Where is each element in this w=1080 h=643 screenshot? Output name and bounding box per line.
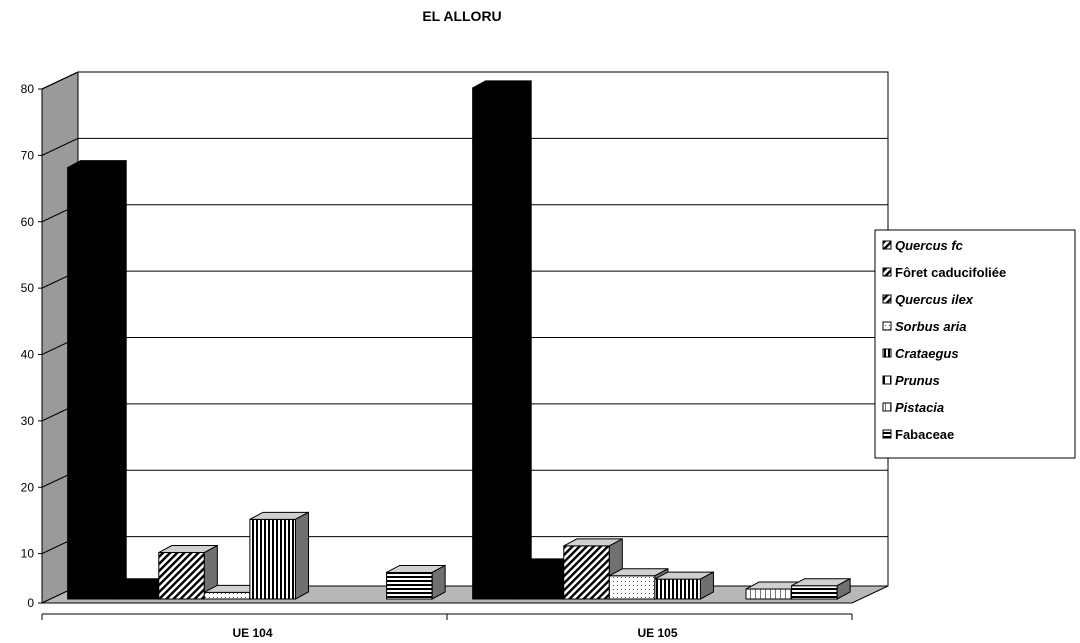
bar-side [294,511,309,600]
bar-front [563,545,610,600]
bar-front [745,588,793,600]
legend-swatch [882,375,892,385]
bar [67,159,127,600]
legend-box [874,229,1076,459]
bar-front [791,585,838,600]
y-tick-label: 40 [21,348,35,362]
legend: Quercus fc Fôret caducifoliée Quercus ilex… [874,229,1076,459]
chart-title: EL ALLORU [422,8,501,24]
bar-front [112,585,160,600]
legend-swatch [882,321,892,331]
bar-front [67,167,114,600]
x-axis: UE 104 UE 105 [41,613,853,640]
bar [158,544,218,600]
bar-front [608,575,656,600]
bar-side [517,80,532,600]
x-tick-label: UE 105 [637,626,677,640]
legend-label: Fôret caducifoliée [895,265,1006,280]
bar [386,564,446,600]
legend-label: Quercus fc [895,238,964,253]
bar [654,571,714,600]
y-tick-label: 30 [21,414,35,428]
y-tick-label: 10 [21,547,35,561]
bar [249,511,309,600]
legend-label: Crataegus [895,346,959,361]
bars [67,80,851,600]
legend-swatch [882,294,892,304]
bar-front [203,591,251,600]
legend-swatch [882,429,892,439]
bar-side [431,564,446,600]
legend-label: Prunus [895,373,940,388]
bar [791,577,851,600]
bar-front [158,552,205,600]
bar [472,80,532,600]
bar-side [836,577,851,600]
bar-front [517,565,565,600]
bar-front [249,518,296,600]
legend-swatch [882,267,892,277]
bar-side [112,159,127,600]
gridline-side [41,137,79,156]
y-tick-label: 20 [21,480,35,494]
y-tick-label: 70 [21,148,35,162]
y-tick-label: 60 [21,215,35,229]
legend-swatch [882,240,892,250]
legend-label: Fabaceae [895,427,954,442]
legend-label: Quercus ilex [895,292,974,307]
y-axis-ticks: 0 10 20 30 40 50 60 70 80 [21,82,43,610]
legend-label: Pistacia [895,400,944,415]
legend-swatch [882,402,892,412]
bar-front [654,578,701,600]
legend-label: Sorbus aria [895,319,967,334]
gridline-side [41,71,79,90]
y-tick-label: 50 [21,281,35,295]
bar-side [699,571,714,600]
y-tick-label: 80 [21,82,35,96]
legend-swatch [882,348,892,358]
bar-front [386,571,433,600]
y-tick-label: 0 [27,596,34,610]
bar-front [472,87,519,600]
x-tick-label: UE 104 [232,626,272,640]
